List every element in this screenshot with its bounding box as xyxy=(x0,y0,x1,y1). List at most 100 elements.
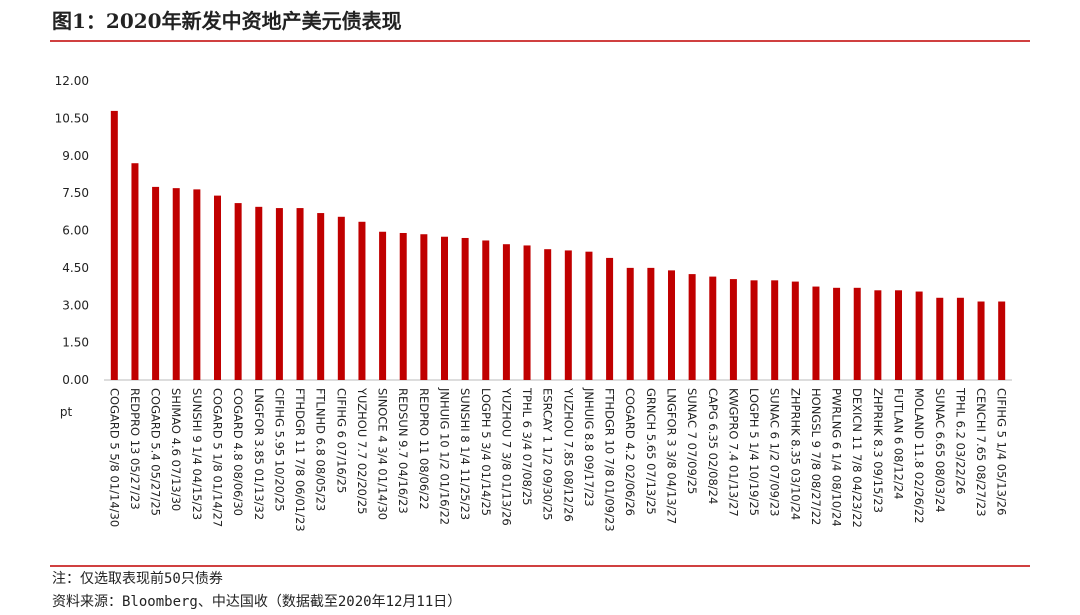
bar xyxy=(585,251,593,380)
bar xyxy=(214,195,221,380)
x-tick-label: COGARD 4.8 08/06/30 xyxy=(231,388,245,516)
x-tick-label: FTLNHD 6.8 08/05/23 xyxy=(314,388,328,511)
bar xyxy=(420,234,428,380)
footnote: 注：仅选取表现前50只债券 xyxy=(52,570,223,587)
x-tick-label: CENCHI 7.65 08/27/23 xyxy=(974,388,988,517)
bar xyxy=(379,231,387,380)
bar xyxy=(131,163,139,380)
bar xyxy=(172,188,180,380)
bar xyxy=(998,301,1006,380)
x-tick-label: LOGPH 5 1/4 10/19/25 xyxy=(747,388,761,516)
bar xyxy=(110,110,118,381)
x-tick-label: ESRCAY 1 1/2 09/30/25 xyxy=(541,388,555,520)
y-tick-label: 9.00 xyxy=(62,149,89,163)
bar xyxy=(709,276,717,380)
bar xyxy=(482,240,490,380)
x-tick-label: CIFIHG 6 07/16/25 xyxy=(334,388,348,493)
bar xyxy=(874,290,882,380)
x-tick-label: SHIMAO 4.6 07/13/30 xyxy=(169,388,183,511)
x-tick-label: ZHPRHK 8.3 09/15/23 xyxy=(871,388,885,513)
x-tick-label: REDSUN 9.7 04/16/23 xyxy=(396,388,410,514)
x-tick-label: SUNSHI 9 1/4 04/15/23 xyxy=(190,388,204,520)
bar xyxy=(461,237,469,380)
x-tick-label: REDPRO 13 05/27/23 xyxy=(128,388,142,510)
y-tick-label: 10.50 xyxy=(55,111,89,125)
bar xyxy=(688,274,696,380)
bar xyxy=(502,244,510,380)
bar xyxy=(977,301,985,380)
bar xyxy=(544,249,552,380)
bar xyxy=(234,203,242,380)
x-tick-label: MOLAND 11.8 02/26/22 xyxy=(912,388,926,524)
x-tick-label: SINOCE 4 3/4 01/14/30 xyxy=(376,388,390,520)
bar xyxy=(255,206,263,380)
x-tick-label: KWGPRO 7.4 01/13/27 xyxy=(726,388,740,517)
x-tick-label: YUZHOU 7 3/8 01/13/26 xyxy=(499,387,513,526)
x-tick-label: JNHUIG 8.8 09/17/23 xyxy=(582,387,596,507)
x-tick-label: LNGFOR 3.85 01/13/32 xyxy=(252,388,266,520)
bar xyxy=(358,221,366,380)
bar xyxy=(812,286,820,380)
x-tick-label: COGARD 5 1/8 01/14/27 xyxy=(211,388,225,527)
source-note: 资料来源：Bloomberg、中达国收（数据截至2020年12月11日） xyxy=(52,594,461,610)
bar xyxy=(915,291,923,380)
bar xyxy=(626,267,634,380)
bar xyxy=(296,208,304,380)
x-tick-label: COGARD 4.2 02/06/26 xyxy=(623,388,637,516)
x-tick-label: HONGSL 9 7/8 08/27/22 xyxy=(809,388,823,525)
bar xyxy=(853,287,861,380)
bar xyxy=(647,267,655,380)
bar xyxy=(729,279,737,380)
bar xyxy=(936,297,944,380)
x-tick-label: LNGFOR 3 3/8 04/13/27 xyxy=(665,388,679,524)
x-tick-label: FTHDGR 11 7/8 06/01/23 xyxy=(293,388,307,532)
x-tick-label: CAPG 6.35 02/08/24 xyxy=(706,388,720,504)
x-tick-label: COGARD 5 5/8 01/14/30 xyxy=(107,388,121,527)
bar xyxy=(791,281,799,380)
x-tick-label: YUZHOU 7.7 02/20/25 xyxy=(355,387,369,514)
bar xyxy=(152,186,160,380)
x-tick-label: CIFIHG 5.95 10/20/25 xyxy=(272,388,286,512)
x-tick-label: FTHDGR 10 7/8 01/09/23 xyxy=(603,388,617,532)
bar xyxy=(399,232,407,380)
y-tick-label: 7.50 xyxy=(62,186,89,200)
bar xyxy=(523,245,531,380)
bar xyxy=(833,287,841,380)
x-tick-label: SUNAC 6.65 08/03/24 xyxy=(933,388,947,513)
bar xyxy=(441,236,448,380)
bar xyxy=(337,216,345,380)
y-tick-label: 1.50 xyxy=(62,336,89,350)
y-tick-label: 12.00 xyxy=(55,74,89,88)
y-tick-label: 4.50 xyxy=(62,261,89,275)
x-tick-label: JNHUIG 10 1/2 01/16/22 xyxy=(438,387,452,525)
bar xyxy=(668,270,675,380)
y-tick-label: 3.00 xyxy=(62,298,89,312)
bar xyxy=(771,280,779,380)
x-tick-label: TPHL 6 3/4 07/08/25 xyxy=(520,387,534,505)
x-tick-label: SUNAC 7 07/09/25 xyxy=(685,388,699,494)
x-tick-label: CIFIHG 5 1/4 05/13/26 xyxy=(995,388,1009,515)
y-tick-label: 0.00 xyxy=(62,373,89,387)
x-tick-label: SUNAC 6 1/2 07/09/23 xyxy=(768,388,782,516)
x-tick-label: TPHL 6.2 03/22/26 xyxy=(953,387,967,494)
x-tick-label: YUZHOU 7.85 08/12/26 xyxy=(561,387,575,522)
x-tick-label: DEXICN 11 7/8 04/23/22 xyxy=(850,388,864,528)
bar xyxy=(193,189,201,380)
bar xyxy=(275,208,283,380)
bar xyxy=(317,213,325,380)
x-tick-label: COGARD 5.4 05/27/25 xyxy=(149,388,163,516)
x-tick-label: GRNCH 5.65 07/13/25 xyxy=(644,388,658,515)
x-tick-label: ZHPRHK 8.35 03/10/24 xyxy=(788,388,802,520)
x-tick-label: FUTLAN 6 08/12/24 xyxy=(892,388,906,499)
bar xyxy=(895,290,902,380)
y-axis-label: pt xyxy=(60,405,73,419)
chart-title: 图1：2020年新发中资地产美元债表现 xyxy=(52,9,402,33)
x-tick-label: LOGPH 5 3/4 01/14/25 xyxy=(479,388,493,516)
bar xyxy=(956,297,964,380)
bar xyxy=(606,257,614,380)
y-tick-label: 6.00 xyxy=(62,224,89,238)
bar xyxy=(750,280,758,380)
x-tick-label: SUNSHI 8 1/4 11/25/23 xyxy=(458,388,472,520)
bar xyxy=(564,250,572,380)
